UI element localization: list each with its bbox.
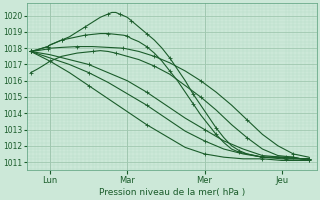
X-axis label: Pression niveau de la mer( hPa ): Pression niveau de la mer( hPa ) (99, 188, 245, 197)
